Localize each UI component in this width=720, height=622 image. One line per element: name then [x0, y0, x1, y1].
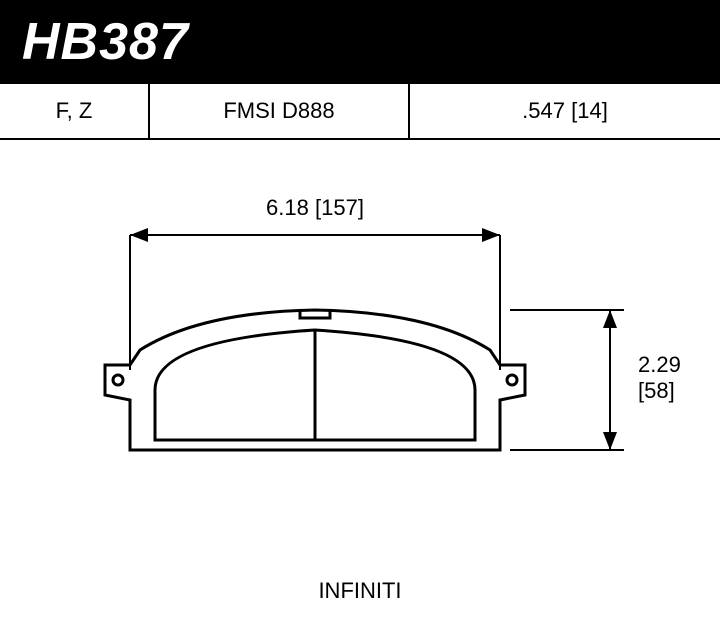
- thickness-text: .547 [14]: [522, 98, 608, 124]
- header-bar: HB387: [0, 0, 720, 84]
- diagram-area: 6.18 [157] 2.29 [58]: [0, 140, 720, 580]
- width-label: 6.18 [157]: [266, 195, 364, 220]
- diagram-svg: 6.18 [157] 2.29 [58]: [0, 140, 720, 580]
- brand-label: INFINITI: [0, 578, 720, 604]
- fmsi-cell: FMSI D888: [150, 84, 410, 138]
- fmsi-text: FMSI D888: [223, 98, 334, 124]
- height-label-mm: [58]: [638, 378, 675, 403]
- thickness-cell: .547 [14]: [410, 84, 720, 138]
- compounds-text: F, Z: [56, 98, 93, 124]
- compounds-cell: F, Z: [0, 84, 150, 138]
- height-dimension: 2.29 [58]: [510, 310, 681, 450]
- spec-row: F, Z FMSI D888 .547 [14]: [0, 84, 720, 140]
- height-label-in: 2.29: [638, 352, 681, 377]
- brake-pad-outline: [105, 310, 525, 450]
- part-number: HB387: [22, 13, 189, 71]
